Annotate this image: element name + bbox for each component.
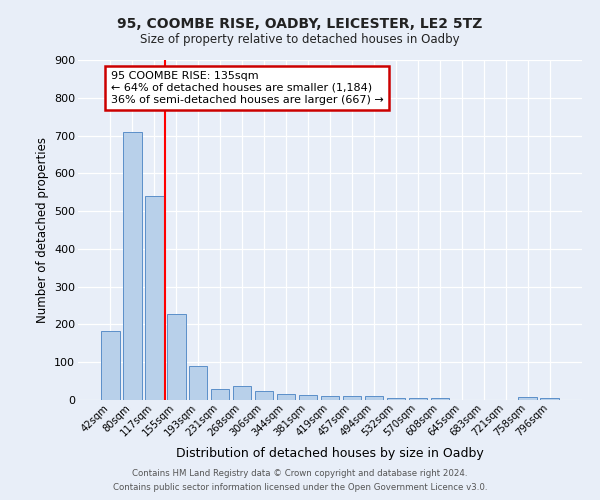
Bar bbox=[299, 396, 317, 400]
X-axis label: Distribution of detached houses by size in Oadby: Distribution of detached houses by size … bbox=[176, 446, 484, 460]
Text: Contains HM Land Registry data © Crown copyright and database right 2024.: Contains HM Land Registry data © Crown c… bbox=[132, 468, 468, 477]
Bar bbox=[255, 390, 274, 400]
Bar bbox=[320, 396, 340, 400]
Bar bbox=[233, 386, 251, 400]
Bar bbox=[167, 314, 185, 400]
Bar bbox=[365, 396, 383, 400]
Bar bbox=[409, 398, 427, 400]
Bar bbox=[518, 396, 537, 400]
Bar bbox=[343, 396, 361, 400]
Text: Contains public sector information licensed under the Open Government Licence v3: Contains public sector information licen… bbox=[113, 484, 487, 492]
Text: Size of property relative to detached houses in Oadby: Size of property relative to detached ho… bbox=[140, 32, 460, 46]
Bar bbox=[123, 132, 142, 400]
Y-axis label: Number of detached properties: Number of detached properties bbox=[35, 137, 49, 323]
Bar bbox=[541, 398, 559, 400]
Bar bbox=[386, 398, 405, 400]
Text: 95, COOMBE RISE, OADBY, LEICESTER, LE2 5TZ: 95, COOMBE RISE, OADBY, LEICESTER, LE2 5… bbox=[118, 18, 482, 32]
Bar bbox=[431, 398, 449, 400]
Text: 95 COOMBE RISE: 135sqm
← 64% of detached houses are smaller (1,184)
36% of semi-: 95 COOMBE RISE: 135sqm ← 64% of detached… bbox=[110, 72, 383, 104]
Bar bbox=[211, 390, 229, 400]
Bar bbox=[145, 196, 164, 400]
Bar bbox=[101, 331, 119, 400]
Bar bbox=[189, 366, 208, 400]
Bar bbox=[277, 394, 295, 400]
